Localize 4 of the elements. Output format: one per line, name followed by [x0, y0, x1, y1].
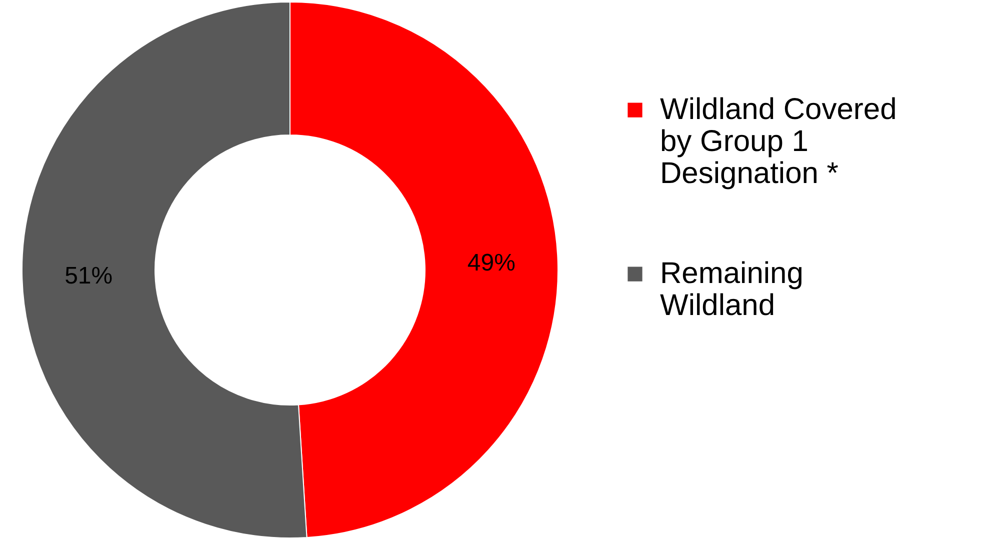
legend-label: Remaining Wildland: [660, 257, 804, 322]
legend-label: Wildland Covered by Group 1 Designation *: [660, 93, 897, 190]
data-label: 49%: [467, 250, 516, 277]
data-label: 51%: [64, 262, 113, 290]
